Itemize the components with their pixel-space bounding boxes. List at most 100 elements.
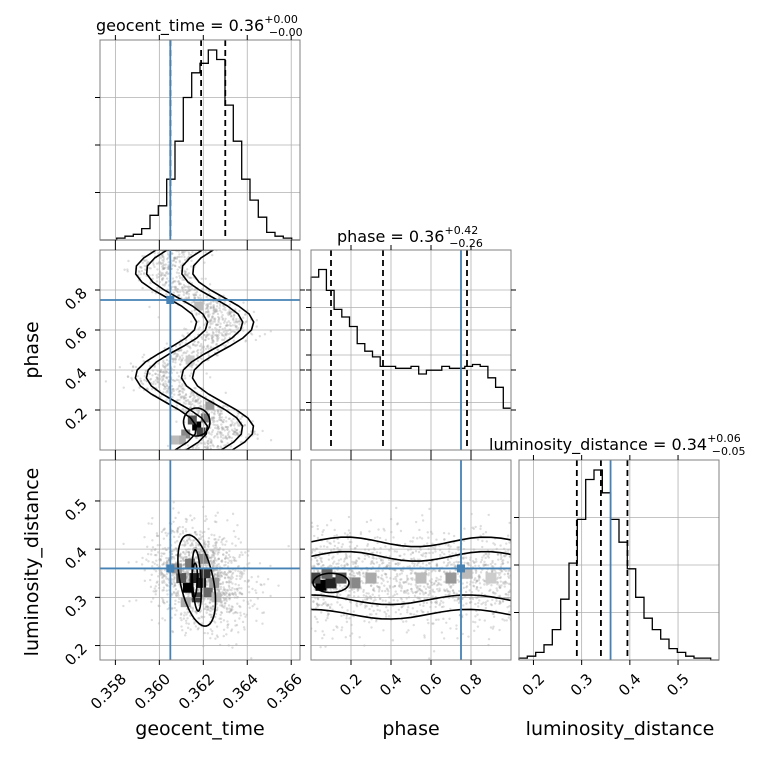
sample-point	[209, 607, 212, 610]
sample-point	[214, 541, 217, 545]
sample-point	[383, 584, 386, 587]
sample-point	[204, 445, 207, 449]
sample-point	[506, 572, 510, 576]
sample-point	[417, 550, 421, 554]
sample-point	[219, 445, 222, 448]
sample-point	[386, 588, 389, 591]
panel-frame-2-2	[518, 459, 720, 661]
sample-point	[195, 444, 199, 448]
sample-point	[375, 569, 378, 573]
sample-point	[173, 606, 176, 610]
sample-point	[216, 425, 220, 429]
sample-point	[212, 310, 216, 313]
sample-point	[211, 429, 215, 432]
sample-point	[211, 253, 214, 257]
sample-point	[186, 574, 189, 577]
sample-point	[449, 563, 453, 566]
sample-point	[371, 561, 374, 565]
sample-point	[253, 603, 256, 606]
sample-point	[150, 387, 154, 391]
sample-point	[499, 580, 503, 583]
sample-point	[220, 610, 223, 614]
sample-point	[218, 576, 222, 579]
sample-point	[200, 622, 204, 625]
sample-point	[143, 372, 147, 375]
sample-point	[411, 558, 414, 561]
sample-point	[174, 257, 177, 260]
sample-point	[329, 519, 333, 522]
sample-point	[247, 585, 251, 588]
sample-point	[384, 589, 387, 593]
sample-point	[326, 545, 329, 549]
sample-point	[233, 321, 236, 324]
sample-point	[174, 286, 178, 290]
sample-point	[211, 632, 214, 636]
sample-point	[451, 589, 455, 592]
sample-point	[377, 575, 380, 579]
sample-point	[409, 612, 412, 615]
sample-point	[189, 347, 192, 350]
sample-point	[195, 312, 198, 315]
sample-point	[337, 549, 340, 552]
sample-point	[218, 331, 221, 334]
sample-point	[500, 563, 503, 566]
sample-point	[165, 560, 169, 564]
sample-point	[505, 581, 509, 585]
sample-point	[215, 343, 218, 346]
sample-point	[508, 541, 511, 544]
sample-point	[238, 309, 241, 313]
sample-point	[231, 586, 234, 590]
sample-point	[178, 343, 181, 346]
sample-point	[387, 558, 391, 562]
sample-point	[496, 580, 499, 584]
sample-point	[494, 592, 497, 595]
sample-point	[259, 583, 262, 586]
density-cell	[200, 413, 210, 423]
sample-point	[354, 561, 357, 565]
sample-point	[221, 582, 224, 585]
sample-point	[177, 393, 180, 397]
sample-point	[447, 544, 450, 548]
y-tick-label: 0.2	[61, 640, 91, 670]
sample-point	[104, 380, 108, 383]
sample-point	[186, 571, 189, 575]
sample-point	[216, 410, 220, 413]
sample-point	[380, 562, 384, 565]
sample-point	[386, 609, 390, 612]
sample-point	[424, 552, 427, 555]
sample-point	[475, 586, 479, 589]
sample-point	[197, 320, 200, 323]
sample-point	[181, 383, 184, 386]
sample-point	[171, 264, 174, 267]
sample-point	[176, 526, 180, 530]
y-tick-label: 0.5	[61, 495, 91, 525]
sample-point	[317, 603, 320, 607]
sample-point	[209, 441, 213, 444]
sample-point	[210, 556, 214, 559]
sample-point	[172, 291, 176, 294]
sample-point	[228, 579, 231, 582]
sample-point	[207, 442, 210, 445]
sample-point	[207, 431, 211, 434]
sample-point	[226, 571, 230, 574]
sample-point	[190, 541, 194, 545]
sample-point	[190, 310, 193, 313]
sample-point	[376, 585, 380, 589]
sample-point	[225, 581, 228, 584]
sample-point	[186, 344, 189, 347]
sample-point	[176, 294, 180, 297]
sample-point	[126, 270, 129, 273]
sample-point	[431, 583, 434, 587]
sample-point	[451, 589, 455, 592]
sample-point	[183, 388, 186, 392]
sample-point	[155, 276, 159, 279]
sample-point	[185, 530, 188, 533]
sample-point	[435, 579, 438, 582]
sample-point	[466, 561, 469, 565]
sample-point	[155, 532, 159, 535]
sample-point	[183, 286, 186, 289]
sample-point	[199, 400, 203, 403]
sample-point	[204, 347, 208, 351]
sample-point	[210, 439, 213, 443]
sample-point	[490, 569, 494, 573]
